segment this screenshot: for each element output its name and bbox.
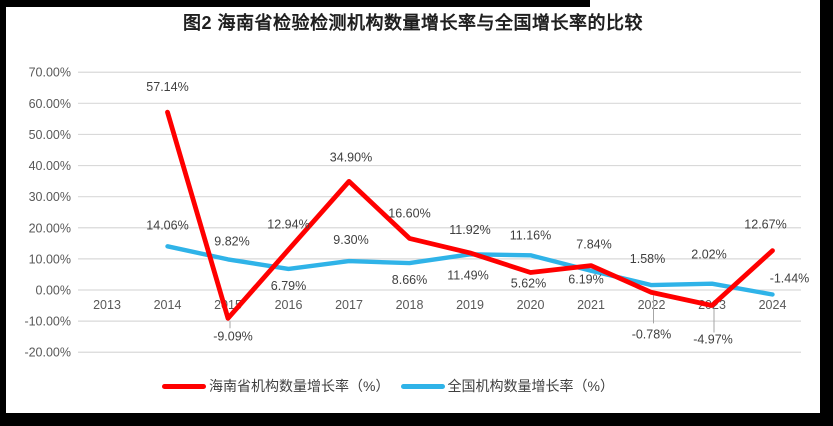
y-axis-tick-label: 0.00% (36, 284, 71, 298)
y-axis-tick-label: -10.00% (24, 315, 71, 329)
y-axis-tick-label: 70.00% (29, 66, 71, 80)
data-label-national-2022: 1.58% (630, 252, 665, 266)
data-label-hainan-2024: 12.67% (744, 218, 786, 232)
data-label-national-2016: 6.79% (271, 279, 306, 293)
data-label-hainan-2017: 34.90% (330, 150, 372, 164)
data-label-national-2019: 11.49% (447, 268, 488, 282)
data-label-national-2018: 8.66% (392, 273, 427, 287)
chart-legend: 海南省机构数量增长率（%） 全国机构数量增长率（%） (0, 376, 795, 396)
black-top-bar (0, 0, 590, 7)
data-label-hainan-2014: 57.14% (146, 80, 188, 94)
data-label-national-2015: 9.82% (214, 234, 249, 248)
legend-label-national: 全国机构数量增长率（%） (447, 378, 614, 394)
data-label-national-2021: 6.19% (568, 273, 603, 287)
x-axis-tick-label: 2018 (396, 298, 424, 312)
data-label-national-2017: 9.30% (333, 233, 368, 247)
y-axis-tick-label: 20.00% (29, 221, 71, 235)
series-line-hainan (165, 109, 775, 321)
x-axis-tick-label: 2020 (517, 298, 545, 312)
x-axis-tick-label: 2019 (456, 298, 484, 312)
x-axis-tick-label: 2024 (759, 298, 787, 312)
data-label-hainan-2018: 16.60% (388, 206, 430, 220)
x-axis-tick-label: 2016 (275, 298, 303, 312)
x-axis-tick-label: 2022 (638, 298, 666, 312)
data-label-hainan-2015: -9.09% (213, 329, 253, 343)
data-label-hainan-2022: -0.78% (632, 327, 672, 341)
data-label-national-2014: 14.06% (146, 218, 188, 232)
chart-title: 图2 海南省检验检测机构数量增长率与全国增长率的比较 (182, 13, 643, 33)
y-axis-tick-label: 50.00% (29, 128, 71, 142)
y-axis-tick-label: -20.00% (24, 346, 71, 360)
data-label-hainan-2016: 12.94% (267, 218, 309, 232)
x-axis-tick-label: 2014 (154, 298, 182, 312)
y-axis-tick-label: 40.00% (29, 159, 71, 173)
data-label-hainan-2023: -4.97% (693, 332, 733, 346)
chart-panel (6, 0, 820, 413)
data-label-national-2020: 11.16% (510, 228, 551, 242)
y-axis-tick-label: 60.00% (29, 97, 71, 111)
legend-item-national: 全国机构数量增长率（%） (400, 376, 614, 396)
legend-label-hainan: 海南省机构数量增长率（%） (209, 378, 390, 394)
data-label-national-2024: -1.44% (770, 271, 810, 285)
data-label-hainan-2020: 5.62% (511, 277, 546, 291)
data-label-national-2023: 2.02% (691, 248, 726, 262)
x-axis-tick-label: 2021 (577, 298, 605, 312)
data-label-hainan-2021: 7.84% (576, 238, 611, 252)
data-label-hainan-2019: 11.92% (449, 223, 490, 237)
x-axis-tick-label: 2013 (93, 298, 121, 312)
y-axis-tick-label: 30.00% (29, 190, 71, 204)
y-axis-tick-label: 10.00% (29, 252, 71, 266)
legend-swatch-national (400, 383, 445, 389)
x-axis-tick-label: 2017 (335, 298, 363, 312)
legend-swatch-hainan (162, 383, 207, 389)
legend-item-hainan: 海南省机构数量增长率（%） (162, 376, 390, 396)
